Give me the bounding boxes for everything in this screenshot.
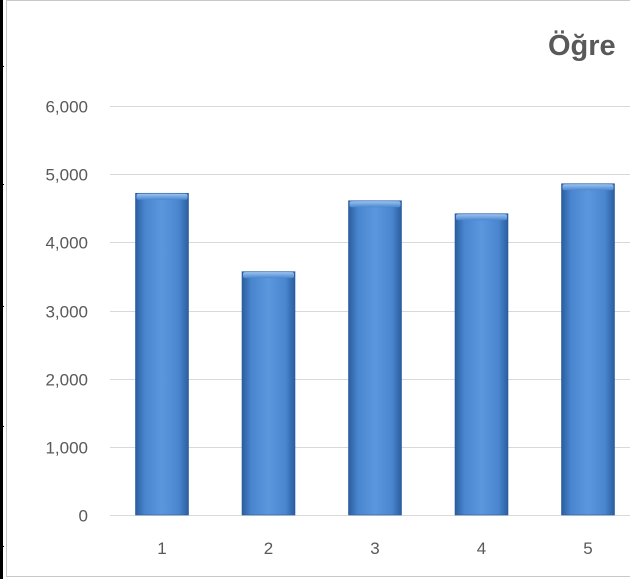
bar-bevel (136, 193, 188, 200)
x-tick-label: 4 (477, 539, 486, 558)
y-tick-label: 2,000 (45, 371, 88, 390)
bar-bevel (349, 201, 401, 208)
bar-4 (454, 213, 509, 516)
x-tick-label: 3 (370, 539, 379, 558)
left-rule-tick (0, 66, 4, 67)
bar-body (241, 271, 296, 516)
y-tick-label: 3,000 (45, 303, 88, 322)
chart-title: Öğre (548, 30, 616, 62)
left-rule-tick (0, 184, 4, 185)
y-tick-label: 4,000 (45, 234, 88, 253)
bar-bevel (243, 272, 294, 279)
left-rule-tick (0, 306, 4, 307)
x-tick-label: 1 (157, 539, 166, 558)
y-tick-label: 5,000 (45, 166, 88, 185)
bar-body (348, 200, 402, 516)
bar-2 (241, 271, 296, 516)
bar-body (135, 192, 189, 516)
y-tick-label: 6,000 (45, 98, 88, 117)
bar-5 (561, 183, 615, 516)
bar-body (561, 183, 615, 516)
bar-bevel (562, 184, 614, 191)
bar-bevel (456, 214, 507, 221)
x-tick-label: 5 (583, 539, 592, 558)
y-tick-label: 0 (79, 507, 88, 526)
chart-frame (6, 0, 630, 577)
left-rule-tick (0, 546, 4, 547)
left-rule-tick (0, 426, 4, 427)
bar-body (454, 213, 509, 516)
bar-1 (135, 192, 189, 516)
y-tick-label: 1,000 (45, 439, 88, 458)
x-tick-label: 2 (264, 539, 273, 558)
bar-3 (348, 200, 402, 516)
left-border-rule (0, 0, 3, 579)
